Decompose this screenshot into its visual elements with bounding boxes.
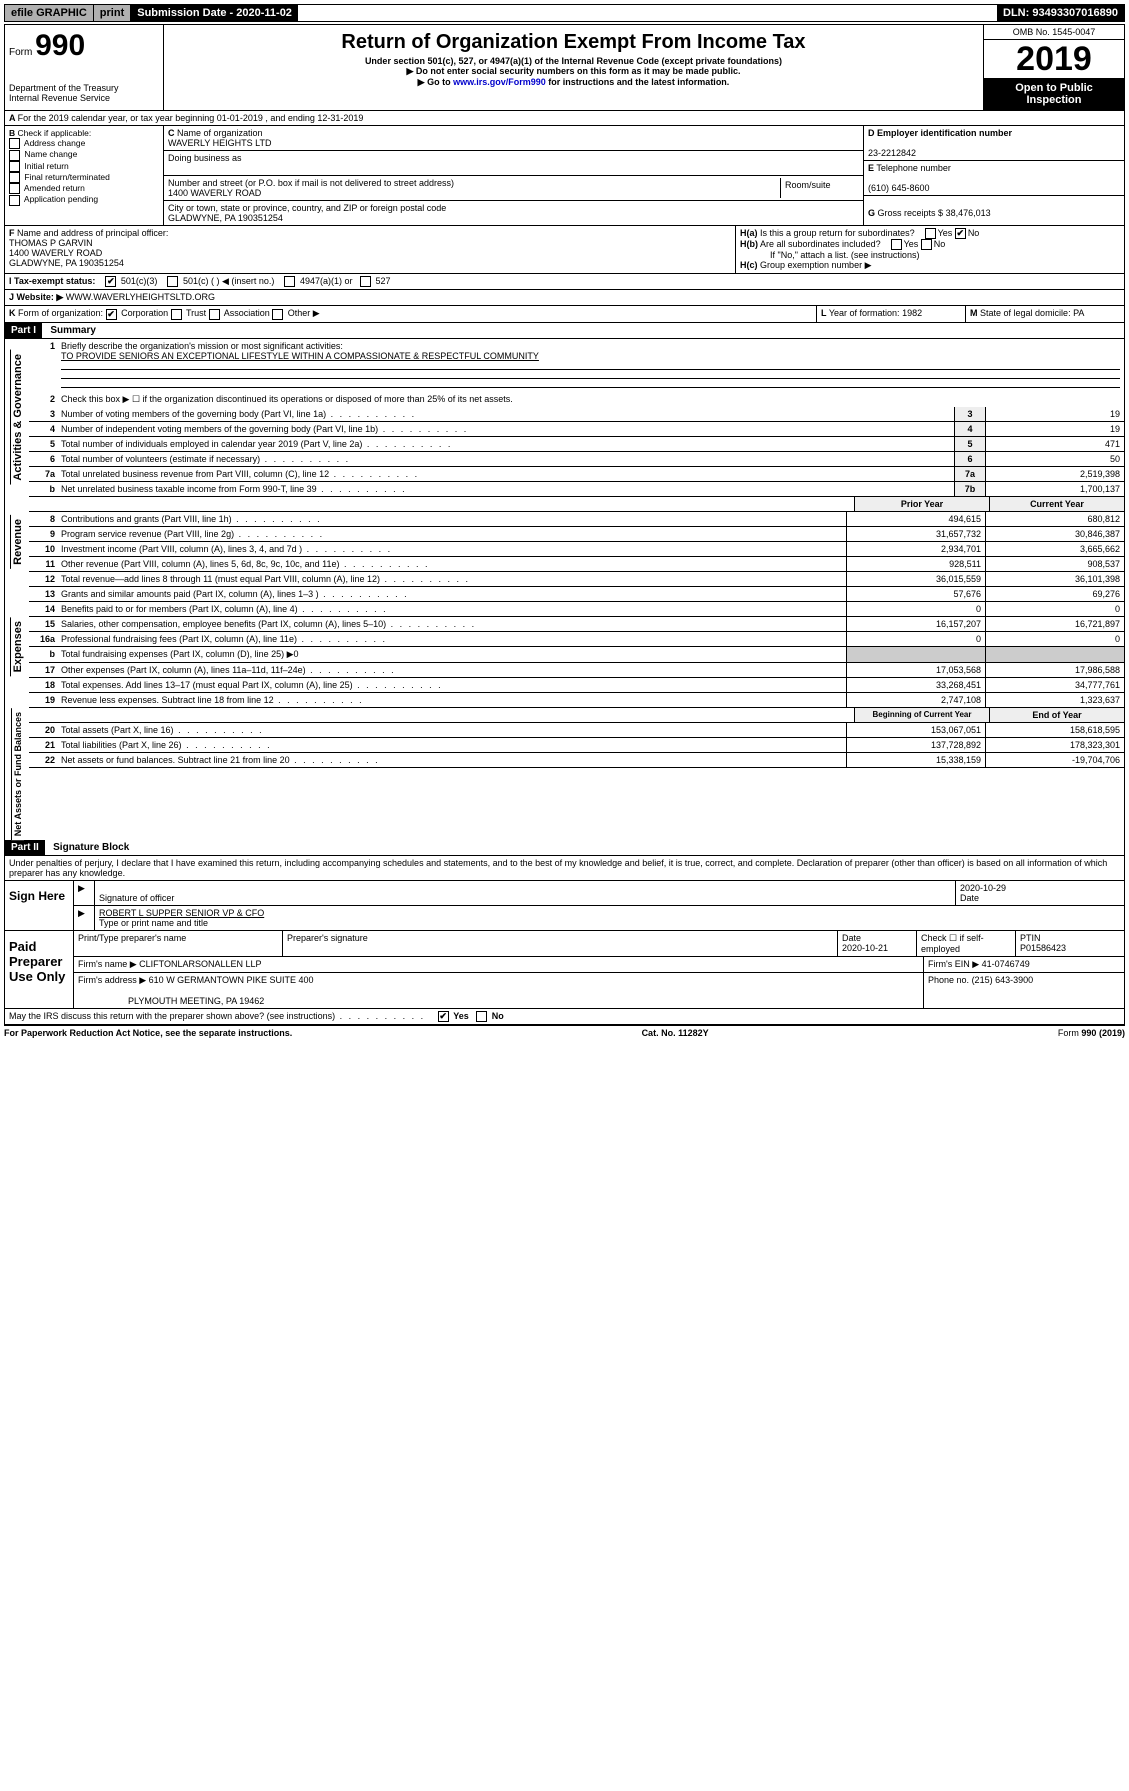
table-row: 16a Professional fundraising fees (Part … — [29, 632, 1124, 647]
table-row: b Net unrelated business taxable income … — [29, 482, 1124, 497]
dln: DLN: 93493307016890 — [997, 5, 1124, 21]
section-i: I Tax-exempt status: 501(c)(3) 501(c) ( … — [5, 273, 1124, 290]
table-row: 15 Salaries, other compensation, employe… — [29, 617, 1124, 632]
table-row: 21 Total liabilities (Part X, line 26) 1… — [29, 738, 1124, 753]
table-row: 9 Program service revenue (Part VIII, li… — [29, 527, 1124, 542]
sign-here-label: Sign Here — [5, 881, 74, 930]
section-l: L Year of formation: 1982 — [817, 306, 966, 321]
table-row: 4 Number of independent voting members o… — [29, 422, 1124, 437]
section-j: J Website: ▶ WWW.WAVERLYHEIGHTSLTD.ORG — [5, 290, 1124, 306]
form-id-block: Form 990 Department of the Treasury Inte… — [5, 25, 164, 110]
form-title: Return of Organization Exempt From Incom… — [172, 31, 975, 54]
section-f: F Name and address of principal officer:… — [5, 226, 736, 273]
table-row: 17 Other expenses (Part IX, column (A), … — [29, 663, 1124, 678]
discuss-line: May the IRS discuss this return with the… — [5, 1009, 1124, 1025]
part2-header: Part II — [5, 840, 45, 855]
section-h: H(a) Is this a group return for subordin… — [736, 226, 1124, 273]
year-block: OMB No. 1545-0047 2019 Open to PublicIns… — [983, 25, 1124, 110]
table-row: 6 Total number of volunteers (estimate i… — [29, 452, 1124, 467]
vlabel-expenses: Expenses — [10, 617, 25, 676]
section-c: C Name of organizationWAVERLY HEIGHTS LT… — [164, 126, 864, 225]
table-row: 7a Total unrelated business revenue from… — [29, 467, 1124, 482]
table-row: 22 Net assets or fund balances. Subtract… — [29, 753, 1124, 768]
section-de: D Employer identification number23-22128… — [864, 126, 1124, 225]
table-row: 12 Total revenue—add lines 8 through 11 … — [29, 572, 1124, 587]
section-m: M State of legal domicile: PA — [966, 306, 1124, 321]
table-row: 8 Contributions and grants (Part VIII, l… — [29, 512, 1124, 527]
table-row: 18 Total expenses. Add lines 13–17 (must… — [29, 678, 1124, 693]
table-row: 13 Grants and similar amounts paid (Part… — [29, 587, 1124, 602]
print-button[interactable]: print — [94, 5, 131, 21]
table-row: 10 Investment income (Part VIII, column … — [29, 542, 1124, 557]
irs-link[interactable]: www.irs.gov/Form990 — [453, 77, 546, 87]
footer: For Paperwork Reduction Act Notice, see … — [4, 1026, 1125, 1040]
efile-button[interactable]: efile GRAPHIC — [5, 5, 94, 21]
form-title-block: Return of Organization Exempt From Incom… — [164, 25, 983, 110]
vlabel-governance: Activities & Governance — [10, 350, 25, 485]
vlabel-revenue: Revenue — [10, 515, 25, 569]
vlabel-netassets: Net Assets or Fund Balances — [11, 708, 24, 840]
submission-date: Submission Date - 2020-11-02 — [131, 5, 298, 21]
paid-preparer-label: Paid Preparer Use Only — [5, 931, 74, 1008]
table-row: 3 Number of voting members of the govern… — [29, 407, 1124, 422]
table-row: b Total fundraising expenses (Part IX, c… — [29, 647, 1124, 663]
declaration: Under penalties of perjury, I declare th… — [5, 856, 1124, 881]
table-row: 20 Total assets (Part X, line 16) 153,06… — [29, 723, 1124, 738]
table-row: 19 Revenue less expenses. Subtract line … — [29, 693, 1124, 708]
table-row: 11 Other revenue (Part VIII, column (A),… — [29, 557, 1124, 572]
table-row: 5 Total number of individuals employed i… — [29, 437, 1124, 452]
table-row: 14 Benefits paid to or for members (Part… — [29, 602, 1124, 617]
section-k: K Form of organization: Corporation Trus… — [5, 306, 817, 321]
section-b: B Check if applicable: Address change Na… — [5, 126, 164, 225]
part1-header: Part I — [5, 323, 42, 338]
section-a: A For the 2019 calendar year, or tax yea… — [5, 111, 1124, 126]
